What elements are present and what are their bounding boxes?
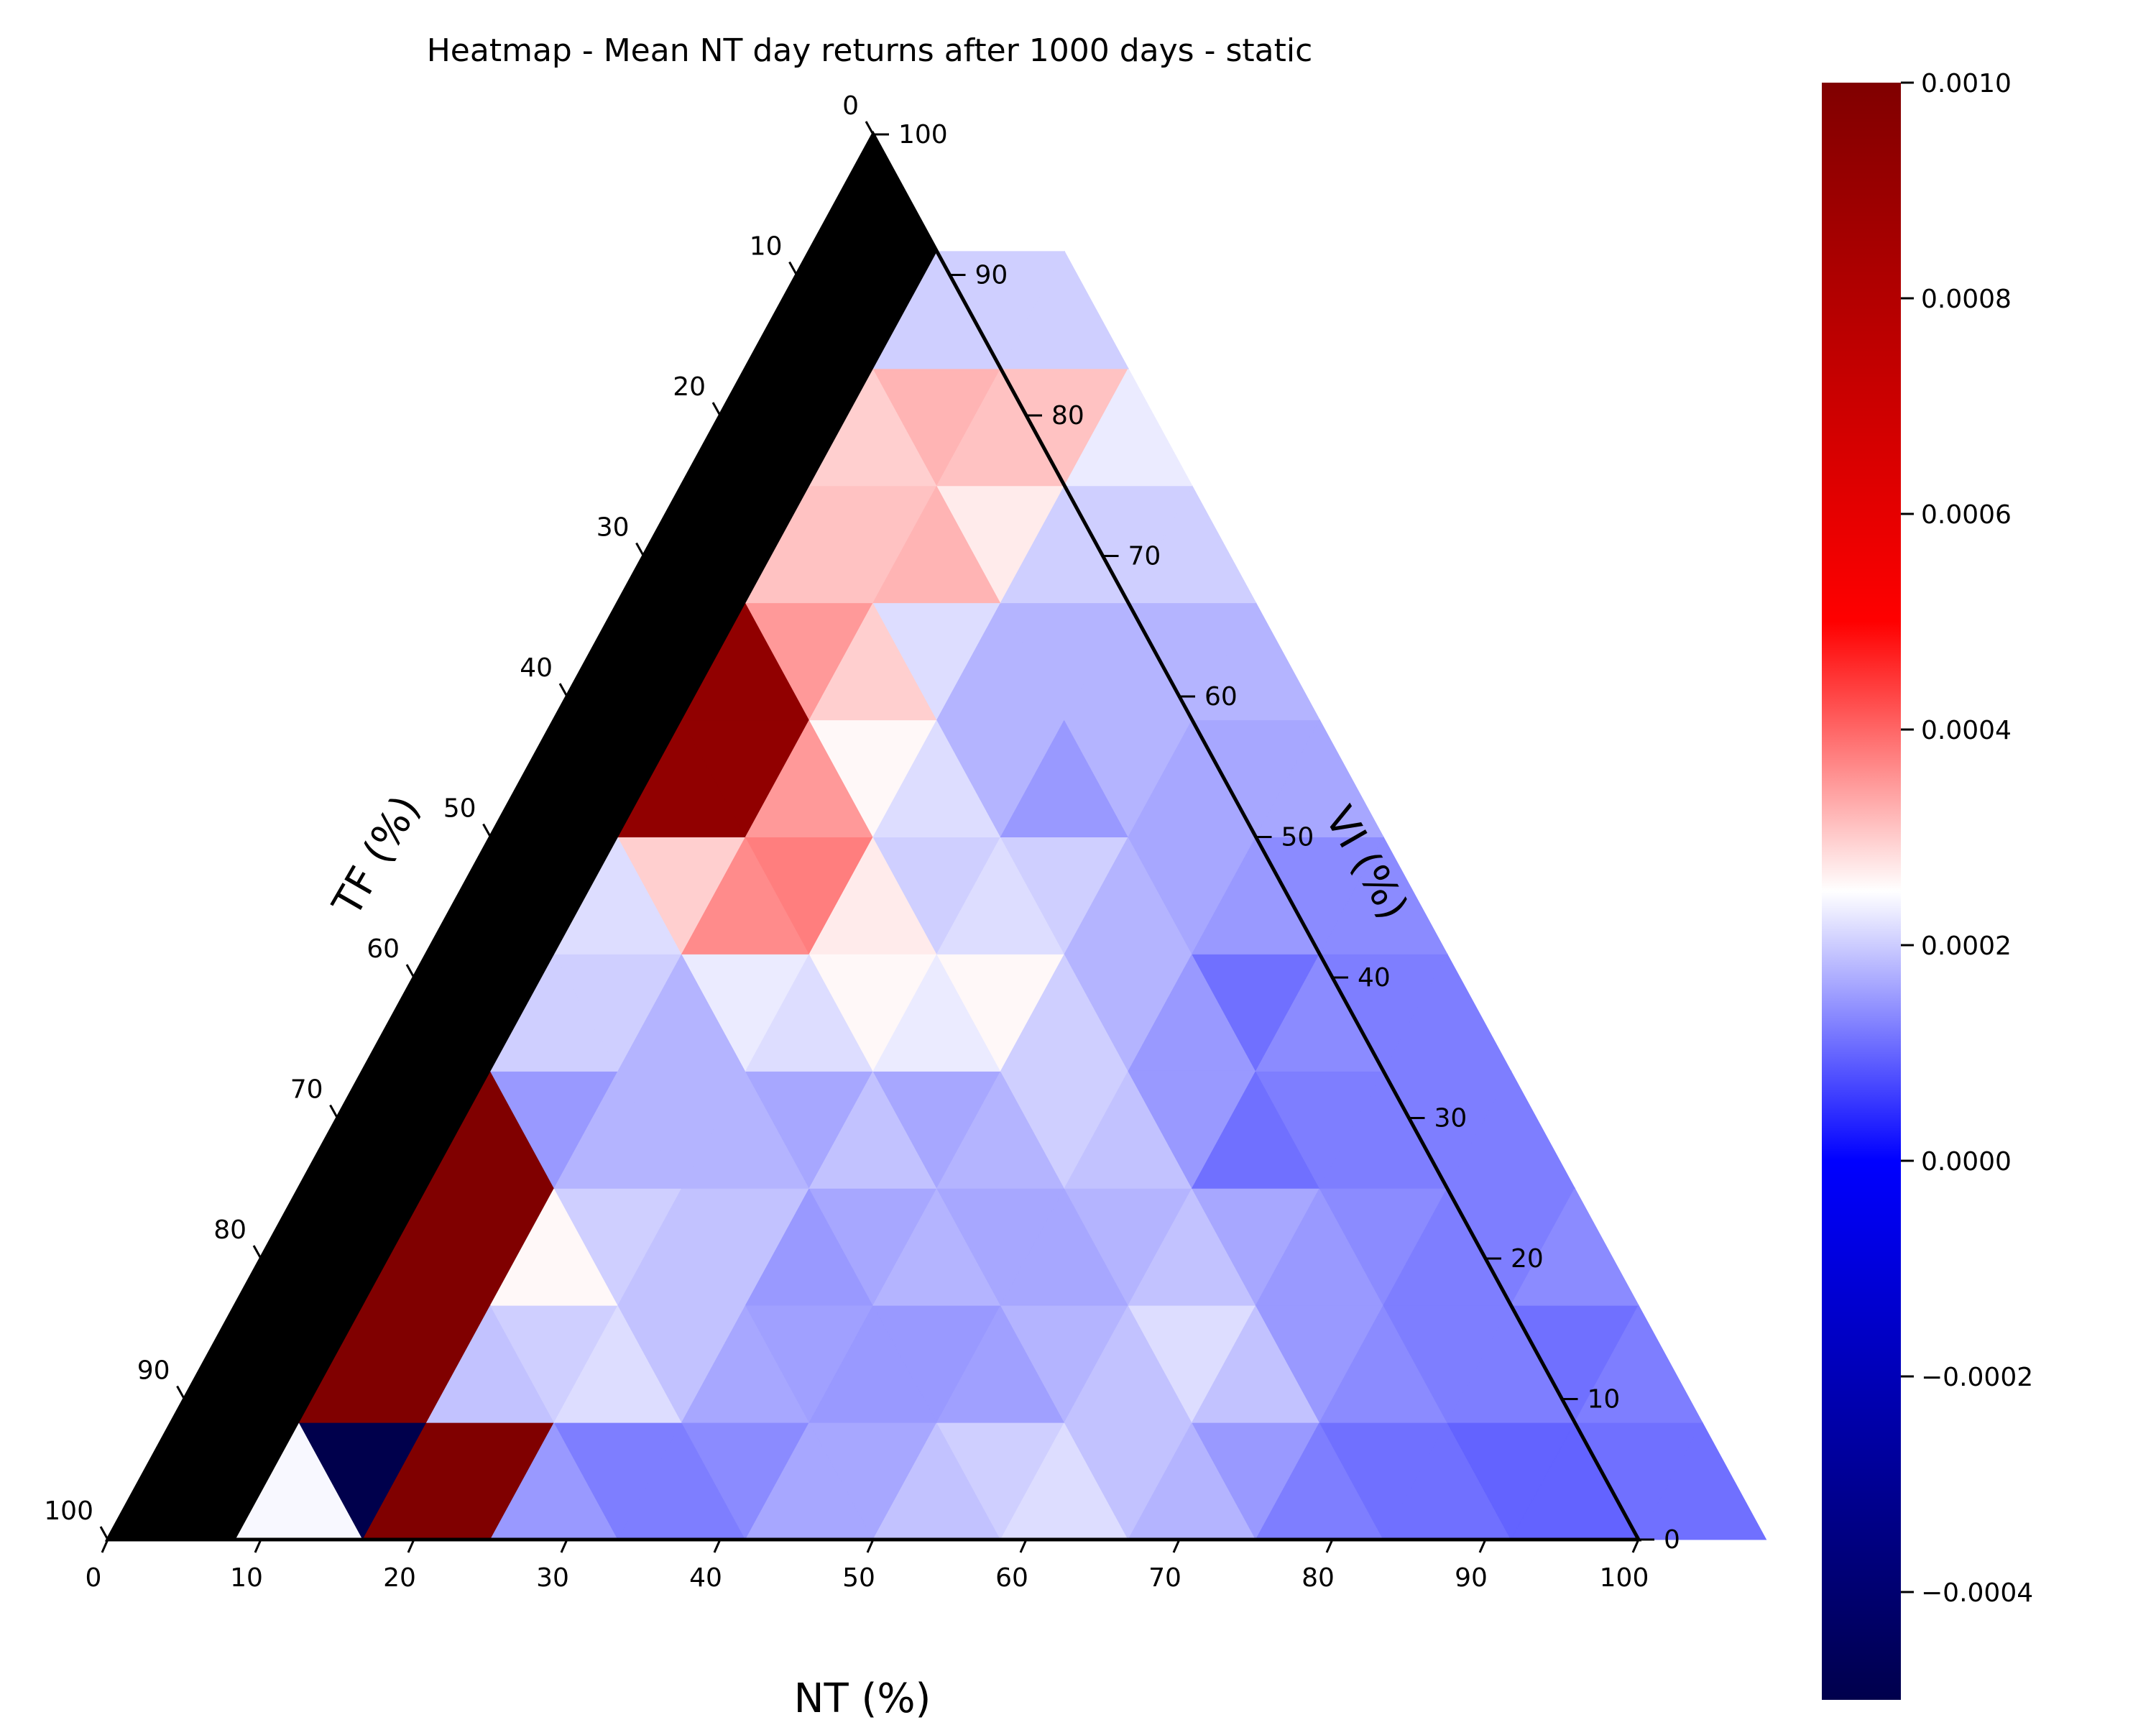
heatmap-cell [1255,719,1384,838]
left-tick-mark [329,1104,338,1119]
right-tick-label: 70 [1128,542,1161,571]
bottom-tick-mark [713,1539,722,1553]
left-tick-mark [252,1245,262,1259]
left-tick-mark [558,683,568,697]
right-tick-label: 10 [1588,1385,1621,1414]
colorbar-tick-label: −0.0004 [1921,1578,2033,1608]
bottom-tick-label: 70 [1148,1563,1181,1593]
colorbar-tick-label: 0.0004 [1921,716,2012,745]
heatmap-cell [1383,953,1512,1072]
bottom-tick-mark [866,1539,875,1553]
bottom-tick-label: 60 [995,1563,1028,1593]
bottom-tick-label: 80 [1302,1563,1335,1593]
right-tick-label: 80 [1051,401,1084,431]
right-tick-label: 30 [1434,1104,1468,1133]
heatmap-cell [1446,1070,1576,1189]
heatmap-cell [1000,250,1129,369]
right-tick-label: 60 [1204,682,1238,712]
colorbar-tick-label: −0.0002 [1921,1363,2033,1392]
left-tick-mark [405,964,415,978]
heatmap-cell [1510,1187,1639,1306]
colorbar [1822,83,1901,1700]
left-tick-label: 30 [596,513,630,543]
bottom-tick-mark [560,1539,568,1553]
right-tick-label: 20 [1511,1244,1544,1274]
left-tick-label: 10 [750,232,783,262]
heatmap-cells [234,250,1767,1541]
left-tick-label: 100 [44,1496,93,1526]
bottom-tick-mark [254,1539,262,1553]
heatmap-cell [1191,602,1321,721]
left-tick-label: 20 [673,372,706,402]
left-tick-mark [788,261,798,276]
heatmap-cell [1128,484,1257,604]
bottom-tick-label: 40 [689,1563,722,1593]
colorbar-tick-label: 0.0002 [1921,932,2012,961]
right-tick-label: 0 [1664,1525,1680,1555]
left-tick-mark [635,542,645,557]
bottom-axis-ticks: 0 10 20 30 40 50 60 70 80 90 100 [86,1539,1649,1593]
bottom-tick-label: 90 [1455,1563,1488,1593]
colorbar-tick-label: 0.0006 [1921,500,2012,530]
colorbar-tick-label: 0.0008 [1921,285,2012,314]
heatmap-cell [1064,367,1193,487]
left-tick-mark [99,1526,109,1540]
colorbar-tick-label: 0.0010 [1921,69,2012,98]
right-axis-ticks: 0 10 20 30 40 50 60 70 80 90 100 [873,120,1680,1555]
bottom-tick-mark [1172,1539,1181,1553]
bottom-tick-mark [407,1539,415,1553]
bottom-tick-label: 0 [86,1563,102,1593]
colorbar-tick-label: 0.0000 [1921,1147,2012,1177]
right-tick-label: 50 [1281,823,1314,852]
left-tick-label: 50 [443,794,476,824]
missing-data-band [108,134,937,1540]
bottom-tick-mark [1478,1539,1487,1553]
left-tick-label: 40 [520,653,553,683]
bottom-tick-label: 10 [230,1563,263,1593]
right-tick-label: 90 [975,261,1008,290]
left-tick-mark [176,1385,185,1400]
heatmap-cell [1638,1422,1767,1540]
left-tick-mark [482,823,492,838]
chart-title: Heatmap - Mean NT day returns after 1000… [427,32,1313,69]
bottom-tick-label: 50 [842,1563,875,1593]
left-axis-ticks: 0 10 20 30 40 50 60 70 80 90 100 [44,91,875,1540]
colorbar-ticks: 0.0010 0.0008 0.0006 0.0004 0.0002 0.0000 −0.0… [1901,69,2033,1608]
bottom-tick-mark [1631,1539,1640,1553]
left-tick-label: 80 [213,1215,247,1245]
bottom-tick-mark [101,1539,109,1553]
right-tick-label: 100 [898,120,948,150]
left-tick-label: 90 [137,1356,170,1386]
left-tick-mark [865,121,875,135]
left-tick-mark [711,402,722,416]
bottom-axis-title: NT (%) [794,1675,931,1722]
left-tick-label: 0 [842,91,859,121]
bottom-tick-label: 30 [536,1563,569,1593]
bottom-tick-mark [1019,1539,1028,1553]
bottom-tick-mark [1325,1539,1334,1553]
left-tick-label: 70 [290,1075,323,1105]
left-axis-title: TF (%) [323,788,429,924]
heatmap-cell [1319,836,1448,954]
left-tick-label: 60 [367,934,400,964]
bottom-tick-label: 20 [383,1563,416,1593]
heatmap-cell [1574,1305,1703,1423]
right-tick-label: 40 [1358,963,1391,993]
bottom-tick-label: 100 [1600,1563,1649,1593]
